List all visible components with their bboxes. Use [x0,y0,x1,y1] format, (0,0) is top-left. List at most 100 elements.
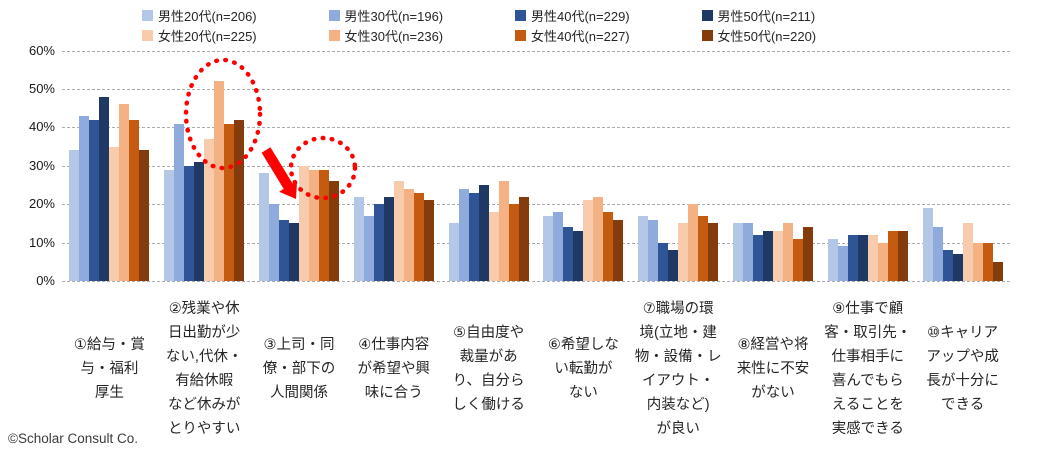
bar [308,169,319,281]
bar [932,227,943,281]
legend-swatch-icon [328,9,340,21]
bar [678,223,689,281]
bar [952,254,963,281]
legend-swatch-icon [328,29,340,41]
bar [837,246,848,281]
x-category-label: ④仕事内容 が希望や興 味に合う [357,337,431,401]
bar [772,231,783,281]
y-tick-label: 20% [28,196,55,212]
bar [109,146,120,281]
bar [99,96,110,281]
bar [732,223,743,281]
legend-label: 女性20代(n=225) [158,28,257,44]
x-category-label: ⑩キャリア アップや成 長が十分に できる [926,325,999,413]
legend-swatch-icon [701,9,713,21]
bar [847,234,858,281]
legend-item: 男性30代(n=196) [328,7,444,24]
bar [583,200,594,281]
bar [278,219,289,281]
legend-item: 女性50代(n=220) [701,27,816,44]
bar-group [346,41,441,281]
bar [129,119,140,281]
y-tick-label: 0% [36,273,55,288]
gridline [62,127,1010,129]
legend-item: 女性20代(n=225) [142,27,257,44]
legend-item: 男性40代(n=229) [515,7,630,24]
legend-label: 男性40代(n=229) [531,8,630,24]
bar [89,119,100,281]
bar [668,250,679,281]
y-tick-label: 10% [28,234,55,250]
bar [613,219,624,281]
bar [922,208,933,281]
y-tick-label: 30% [28,157,55,173]
bar [603,211,614,281]
y-tick-label: 60% [28,42,55,58]
x-category-label: ⑧経営や将 来性に不安 がない [736,337,810,401]
bar [962,223,973,281]
gridline [62,165,1010,167]
bar-group [915,41,1010,281]
legend-item: 男性20代(n=206) [142,7,257,24]
legend-label: 女性30代(n=236) [344,28,444,44]
x-category-label: ②残業や休 日出勤が少 ない,代休・ 有給休暇 など休みが とりやすい [165,301,243,437]
bar [982,242,993,281]
bar [752,234,763,281]
bar-group [441,41,536,281]
bar [553,211,564,281]
bar [448,223,459,281]
bar [518,196,529,281]
legend-label: 男性50代(n=211) [717,8,816,24]
bar-group [62,41,157,281]
bar [234,119,245,281]
bar [373,204,384,281]
bar [658,242,669,281]
bar [498,181,509,281]
legend-item: 男性50代(n=211) [701,7,816,24]
gridline [62,50,1010,52]
bar [742,223,753,281]
bar [992,261,1003,281]
bar [508,204,519,281]
bar [224,123,235,281]
bar [698,215,709,281]
bar [204,138,215,281]
x-category-label: ③上司・同 僚・部下の 人間関係 [262,337,336,401]
bar [877,242,888,281]
bar [214,81,225,281]
bar [792,238,803,281]
gridline [62,204,1010,206]
legend-item: 女性30代(n=236) [328,27,444,44]
bar [119,104,130,281]
bar [638,215,649,281]
gridline [62,242,1010,244]
bar [184,165,195,281]
bar-group [157,41,252,281]
bar [383,196,394,281]
bar-group [631,41,726,281]
legend-label: 男性30代(n=196) [344,8,444,24]
bar [403,188,414,281]
gridline [62,89,1010,90]
y-tick-label: 50% [28,81,55,96]
legend-swatch-icon [142,9,153,21]
bar-group [536,41,631,281]
bar [393,181,404,281]
bar [593,196,604,281]
bar [79,115,90,281]
bar [318,169,329,281]
bar [478,185,489,281]
legend-swatch-icon [701,29,713,41]
bar [468,192,479,281]
legend-item: 女性40代(n=227) [515,27,630,44]
bar [164,169,175,281]
legend-swatch-icon [515,29,526,41]
gridline [62,281,1010,282]
bar [298,165,309,281]
bar-group [726,41,821,281]
bar [648,219,659,281]
bar [423,200,434,281]
bar [708,223,719,281]
y-tick-label: 40% [28,119,55,135]
